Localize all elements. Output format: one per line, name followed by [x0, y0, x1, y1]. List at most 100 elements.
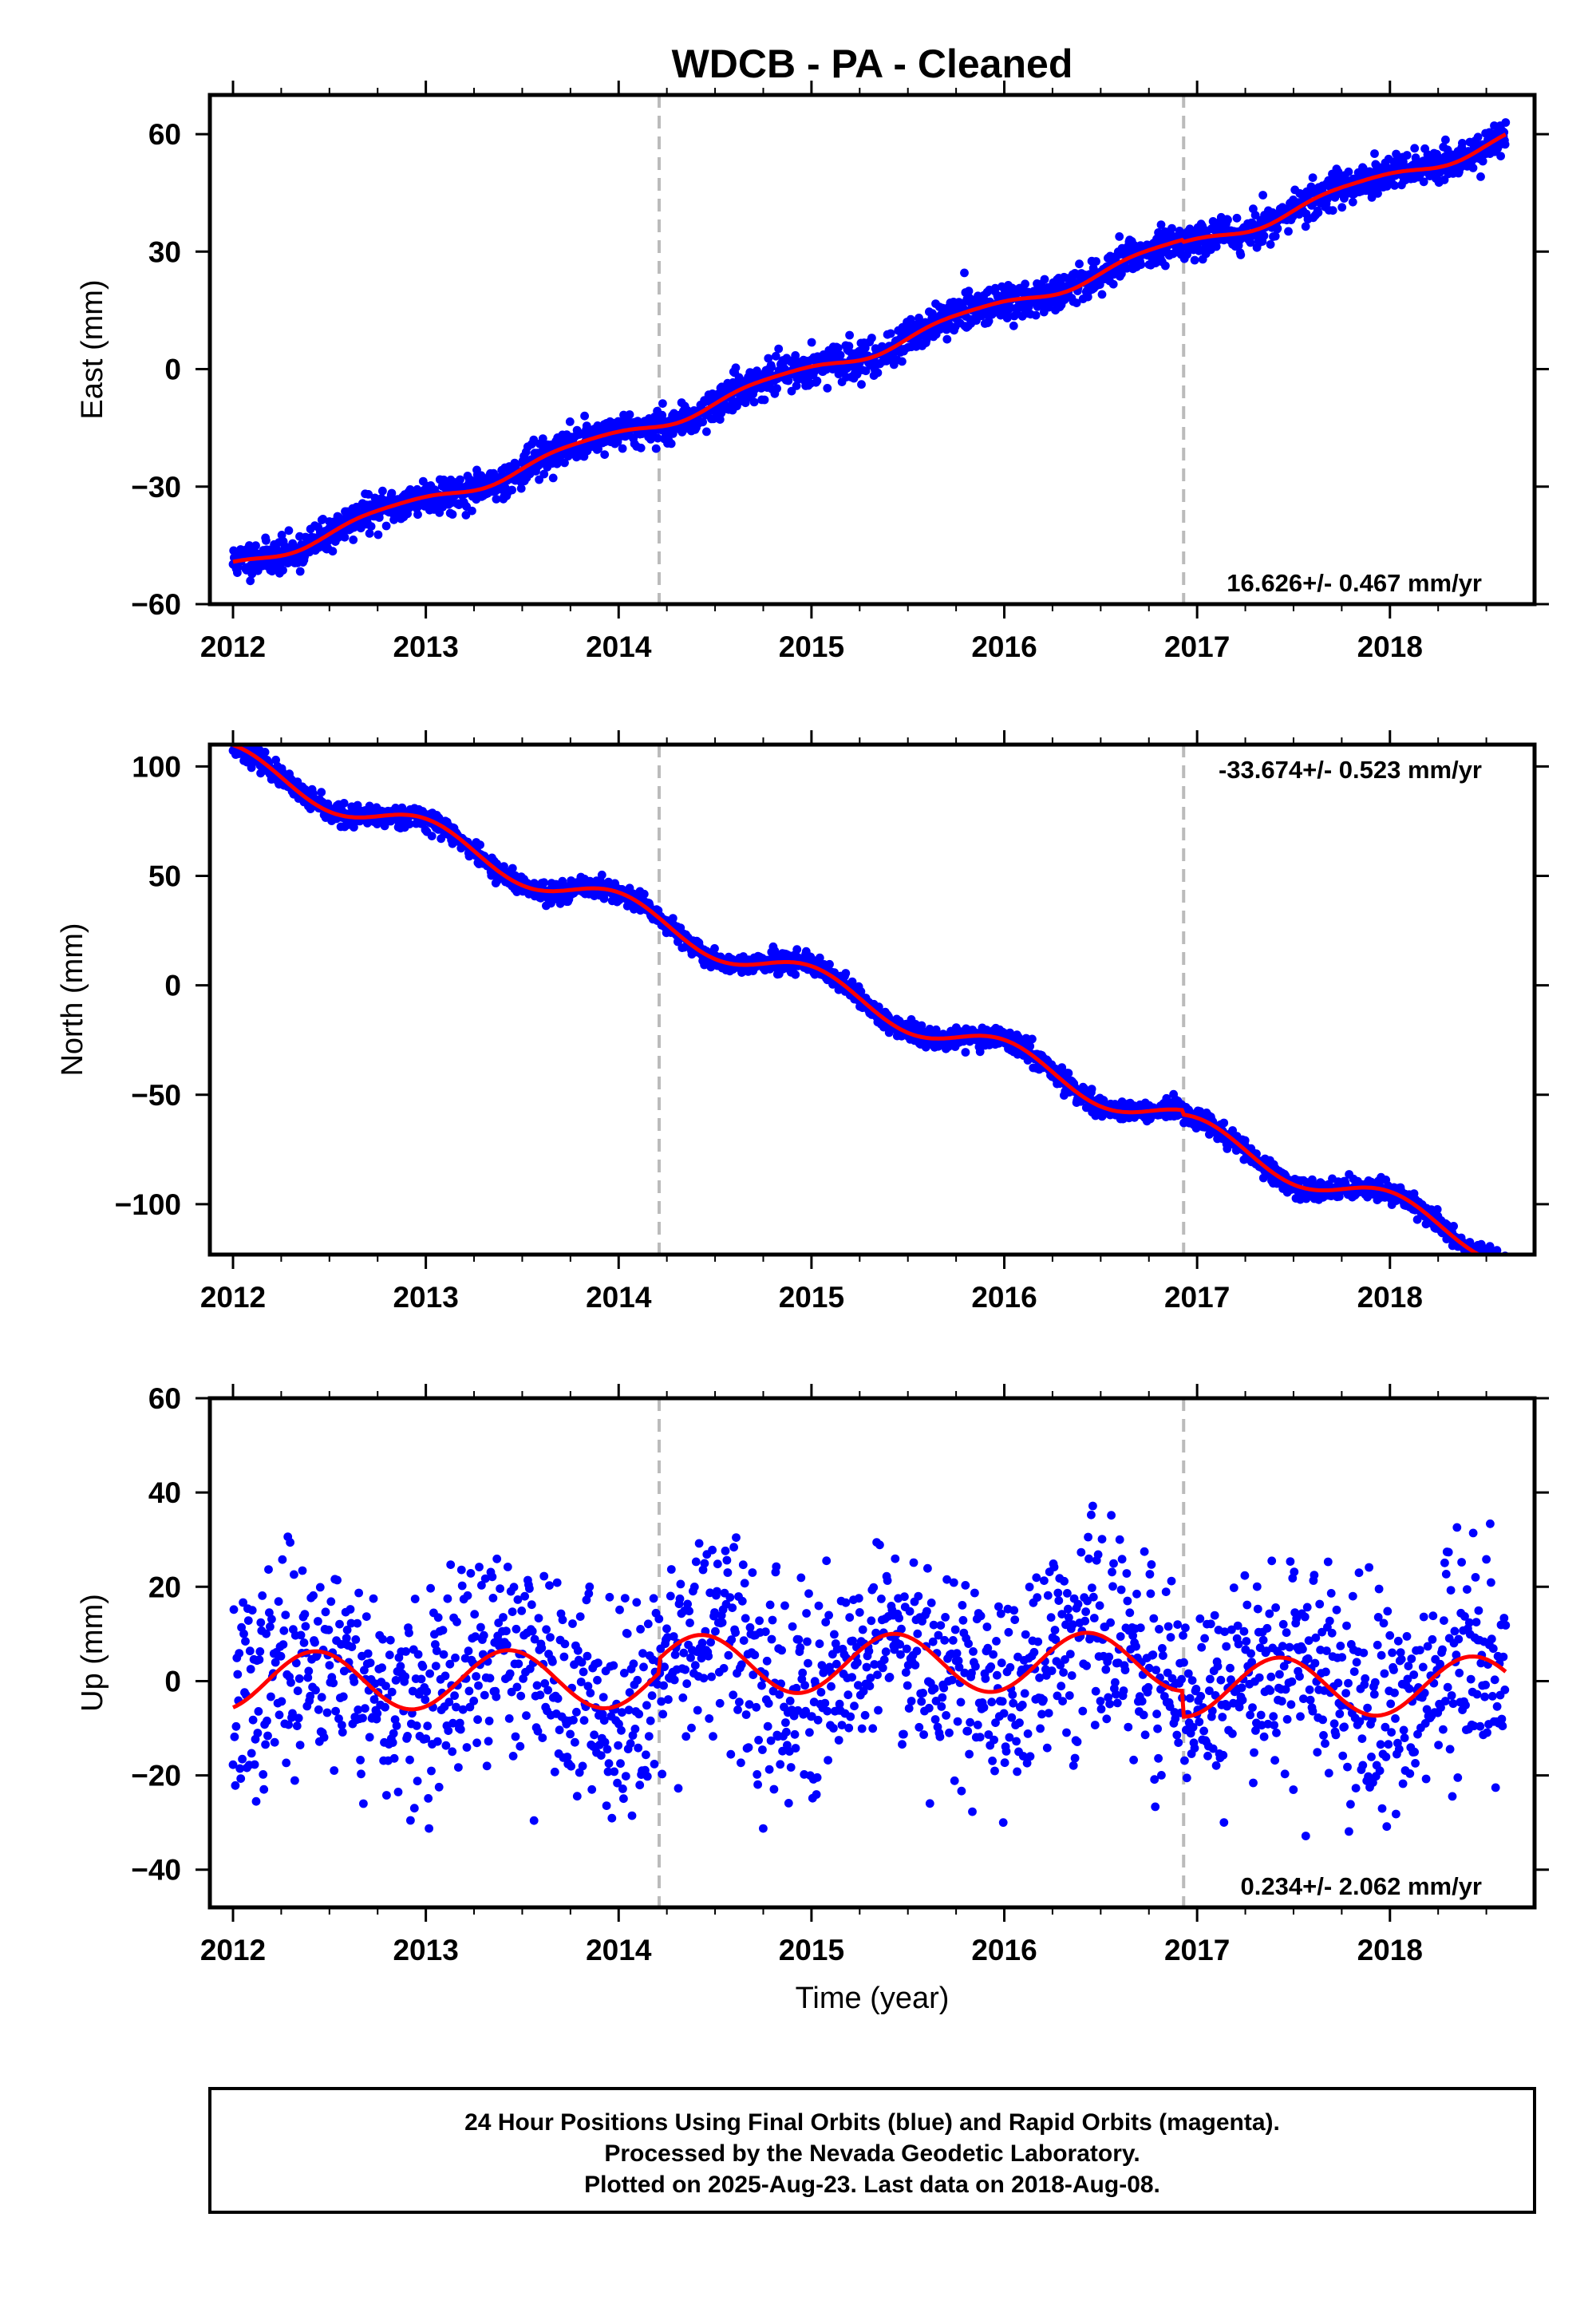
- data-point: [749, 397, 759, 407]
- data-point: [1284, 227, 1293, 236]
- data-point: [1097, 290, 1107, 299]
- data-point: [311, 1686, 320, 1695]
- data-point: [250, 1760, 259, 1769]
- data-point: [844, 342, 854, 351]
- data-point: [1491, 1258, 1499, 1267]
- data-point: [1236, 251, 1246, 259]
- data-point: [1449, 1222, 1458, 1231]
- data-point: [259, 1770, 268, 1779]
- data-point: [448, 510, 457, 519]
- data-point: [294, 1713, 303, 1723]
- data-point: [266, 1622, 275, 1631]
- data-point: [284, 1720, 293, 1729]
- data-point: [235, 1764, 245, 1773]
- data-point: [263, 1731, 272, 1741]
- data-point: [1496, 1260, 1505, 1269]
- x-tick-label: 2015: [779, 630, 844, 663]
- data-point: [964, 287, 974, 296]
- data-point: [1468, 164, 1478, 172]
- data-point: [239, 1598, 247, 1607]
- data-point: [1410, 144, 1420, 153]
- x-tick-label: 2013: [393, 1281, 458, 1314]
- data-point: [1500, 140, 1510, 149]
- y-tick-label: 50: [148, 860, 181, 893]
- data-point: [1499, 1265, 1508, 1274]
- data-point: [365, 529, 374, 538]
- data-point: [1500, 1262, 1509, 1271]
- data-point: [625, 410, 634, 419]
- data-point: [1087, 1085, 1096, 1093]
- data-point: [314, 1705, 323, 1714]
- data-point: [456, 475, 464, 484]
- data-point: [324, 1625, 334, 1634]
- data-point: [328, 547, 338, 556]
- data-point: [1161, 261, 1170, 271]
- x-tick-label: 2014: [586, 1281, 652, 1314]
- data-point: [262, 536, 271, 545]
- data-point: [825, 959, 834, 969]
- data-point: [990, 283, 1000, 293]
- data-point: [666, 439, 676, 449]
- data-point: [267, 1692, 275, 1701]
- data-point: [247, 763, 256, 773]
- data-point: [1496, 1260, 1505, 1269]
- data-point: [636, 443, 646, 453]
- data-point: [807, 338, 816, 347]
- data-point: [1490, 1261, 1499, 1270]
- data-point: [771, 351, 780, 361]
- x-tick-label: 2015: [779, 1281, 844, 1314]
- data-point: [243, 1616, 253, 1625]
- data-point: [767, 362, 776, 372]
- data-point: [1501, 118, 1511, 127]
- data-point: [984, 316, 994, 326]
- y-tick-label: −50: [131, 1079, 181, 1112]
- data-point: [1411, 153, 1420, 163]
- data-point: [1028, 1034, 1037, 1044]
- data-point: [1492, 1246, 1502, 1255]
- data-point: [267, 1614, 276, 1624]
- data-point: [261, 1740, 270, 1749]
- data-point: [340, 532, 350, 542]
- data-point: [860, 343, 870, 353]
- data-point: [1072, 298, 1081, 307]
- data-point: [1370, 149, 1379, 158]
- data-point: [731, 363, 741, 373]
- data-point: [318, 515, 328, 524]
- data-point: [296, 1630, 306, 1640]
- data-point: [247, 1749, 256, 1758]
- x-tick-label: 2017: [1164, 630, 1230, 663]
- data-point: [282, 1758, 291, 1768]
- data-point: [1075, 259, 1084, 269]
- data-point: [1441, 135, 1450, 144]
- data-point: [309, 1591, 318, 1600]
- data-point: [1025, 1041, 1035, 1051]
- data-point: [228, 1760, 238, 1769]
- data-point: [241, 1637, 250, 1646]
- data-point: [1314, 208, 1323, 217]
- data-point: [815, 953, 824, 962]
- data-point: [1488, 1261, 1497, 1270]
- data-point: [1491, 1262, 1500, 1271]
- data-point: [760, 395, 769, 405]
- data-point: [1301, 222, 1310, 231]
- data-point: [292, 1721, 302, 1731]
- data-point: [1232, 213, 1242, 223]
- data-point: [1481, 1262, 1490, 1271]
- data-point: [792, 381, 801, 390]
- data-point: [698, 417, 707, 427]
- data-point: [1002, 314, 1012, 322]
- data-point: [238, 1754, 247, 1764]
- data-point: [1021, 279, 1029, 289]
- data-point: [281, 1611, 290, 1619]
- data-point: [1190, 255, 1199, 265]
- data-point: [298, 1566, 307, 1575]
- data-point: [299, 1638, 309, 1647]
- data-point: [618, 444, 627, 453]
- data-point: [247, 1606, 257, 1615]
- data-point: [233, 1670, 243, 1679]
- data-point: [251, 541, 260, 551]
- data-point: [1495, 1257, 1503, 1266]
- data-point: [1475, 1262, 1483, 1271]
- data-point: [246, 1665, 255, 1674]
